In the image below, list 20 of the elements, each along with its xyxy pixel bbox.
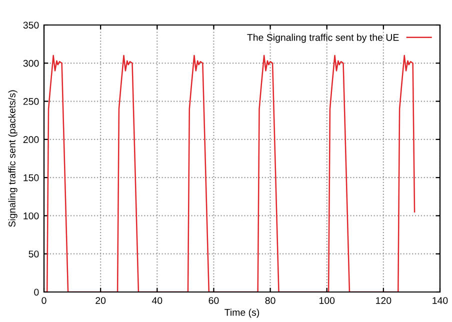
y-tick-label: 250 [23,98,39,105]
x-tick-label: 0 [42,297,46,304]
y-axis-title: Signaling traffic sent (packets/s) [8,90,18,227]
y-tick-label: 200 [23,136,39,144]
y-tick-label: 300 [23,60,39,67]
y-tick-label: 100 [24,212,39,220]
x-tick-label: 60 [208,297,219,304]
x-tick-label: 120 [376,297,392,304]
y-tick-label: 0 [34,288,39,296]
x-tick-label: 140 [432,297,448,304]
x-tick-label: 40 [152,297,162,304]
line-series [44,54,416,292]
x-tick-label: 80 [265,297,276,304]
x-tick-label: 20 [96,297,106,304]
y-tick-label: 50 [28,250,39,258]
x-axis-title: Time (s) [224,308,260,318]
legend-label: The Signaling traffic sent by the UE [247,34,399,43]
x-tick-label: 100 [319,297,335,304]
y-tick-label: 150 [24,174,39,182]
y-tick-label: 350 [23,22,39,29]
